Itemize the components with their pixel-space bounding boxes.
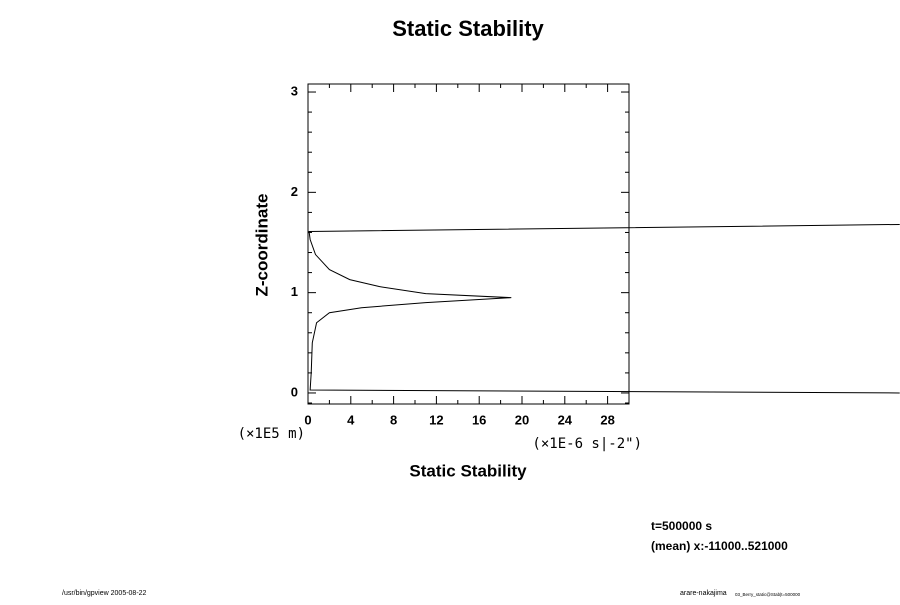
y-tick-label: 2 <box>291 184 298 199</box>
x-unit: (×1E-6 s|-2") <box>532 436 642 452</box>
profile-line <box>308 223 900 394</box>
chart-title: Static Stability <box>392 16 544 41</box>
y-unit: (×1E5 m) <box>238 426 305 442</box>
x-tick-label: 16 <box>472 412 486 427</box>
x-axis-label: Static Stability <box>409 461 527 480</box>
x-tick-label: 4 <box>347 412 355 427</box>
x-tick-label: 8 <box>390 412 397 427</box>
y-tick-label: 1 <box>291 284 298 299</box>
x-tick-label: 20 <box>515 412 529 427</box>
y-tick-label: 0 <box>291 384 298 399</box>
x-tick-label: 24 <box>558 412 573 427</box>
y-axis-label: Z-coordinate <box>252 194 271 297</box>
footer: /usr/bin/gpview 2005-08-22 <box>62 590 147 597</box>
x-tick-label: 28 <box>600 412 614 427</box>
x-tick-label: 12 <box>429 412 443 427</box>
plot-frame <box>307 83 630 405</box>
y-tick-label: 3 <box>291 83 298 98</box>
annotation: t=500000 s <box>651 519 712 533</box>
footer-sub: 03_Berry_static@Stab|t=500000 <box>735 592 801 597</box>
x-tick-label: 0 <box>304 412 311 427</box>
annotation: (mean) x:-11000..521000 <box>651 539 788 553</box>
footer: arare-nakajima <box>680 590 727 597</box>
